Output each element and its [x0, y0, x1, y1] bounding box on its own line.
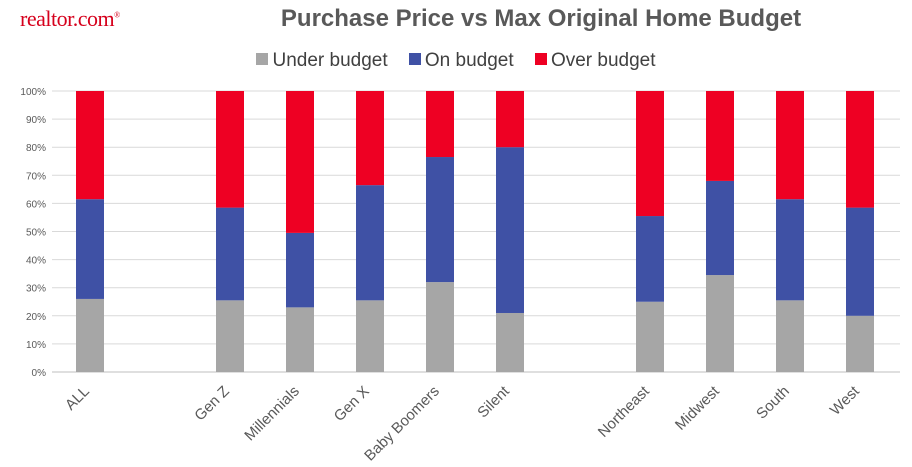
- bar-segment-under-budget: [216, 300, 244, 372]
- bar-segment-on-budget: [846, 207, 874, 316]
- bar-segment-on-budget: [636, 216, 664, 302]
- x-category-label: Gen Z: [191, 383, 232, 424]
- bar-segment-on-budget: [426, 157, 454, 283]
- y-tick-label: 80%: [26, 143, 46, 154]
- legend-swatch-under-budget: [256, 53, 269, 65]
- bar-segment-under-budget: [706, 275, 734, 372]
- bar-segment-over-budget: [636, 91, 664, 217]
- x-category-label: Gen X: [331, 383, 373, 425]
- bar-segment-under-budget: [426, 282, 454, 372]
- bar-segment-on-budget: [776, 199, 804, 301]
- bar-segment-on-budget: [496, 147, 524, 313]
- y-tick-label: 100%: [20, 87, 46, 98]
- bar-segment-on-budget: [286, 232, 314, 308]
- bar-segment-over-budget: [846, 91, 874, 208]
- y-tick-label: 10%: [26, 340, 46, 351]
- bar-segment-over-budget: [426, 91, 454, 158]
- bar-segment-under-budget: [76, 298, 104, 372]
- realtor-logo: realtor.com®: [20, 6, 120, 31]
- y-tick-label: 20%: [26, 312, 46, 323]
- bar-segment-under-budget: [286, 307, 314, 372]
- legend-label-over-budget: Over budget: [550, 50, 656, 71]
- bar-segment-under-budget: [636, 301, 664, 372]
- legend-item-on-budget: On budget: [408, 50, 514, 72]
- legend-item-over-budget: Over budget: [534, 50, 656, 72]
- bar-segment-over-budget: [776, 91, 804, 200]
- bar-segment-over-budget: [76, 91, 104, 200]
- legend-item-under-budget: Under budget: [256, 50, 388, 72]
- y-tick-label: 90%: [26, 115, 46, 126]
- bar-segment-over-budget: [286, 91, 314, 233]
- bar-segment-on-budget: [76, 199, 104, 299]
- chart-title: Purchase Price vs Max Original Home Budg…: [280, 5, 802, 32]
- bar-segment-on-budget: [356, 185, 384, 301]
- x-category-label: South: [753, 383, 793, 423]
- bar-segment-under-budget: [356, 300, 384, 372]
- bar-segment-under-budget: [846, 315, 874, 372]
- bar-segment-over-budget: [496, 91, 524, 148]
- x-category-label: ALL: [62, 383, 93, 414]
- x-category-label: Midwest: [672, 382, 724, 434]
- y-tick-label: 50%: [26, 228, 46, 239]
- bar-segment-over-budget: [216, 91, 244, 208]
- x-category-label: Silent: [474, 382, 513, 421]
- y-tick-label: 30%: [26, 284, 46, 295]
- x-category-label: Baby Boomers: [361, 383, 443, 465]
- bar-segment-on-budget: [216, 207, 244, 301]
- x-category-label: West: [827, 382, 864, 419]
- legend-swatch-over-budget: [534, 53, 547, 65]
- bar-segment-on-budget: [706, 180, 734, 276]
- y-tick-label: 70%: [26, 171, 46, 182]
- bar-segment-over-budget: [356, 91, 384, 186]
- bar-segment-over-budget: [706, 91, 734, 181]
- legend-label-on-budget: On budget: [424, 50, 514, 71]
- legend-label-under-budget: Under budget: [272, 50, 388, 71]
- legend-swatch-on-budget: [408, 53, 421, 65]
- y-tick-label: 60%: [26, 199, 46, 210]
- bar-segment-under-budget: [496, 312, 524, 372]
- y-tick-label: 40%: [26, 256, 46, 267]
- x-category-label: Northeast: [595, 382, 654, 441]
- chart-legend: Under budget On budget Over budget: [0, 50, 912, 72]
- bar-segment-under-budget: [776, 300, 804, 372]
- y-tick-label: 0%: [32, 368, 47, 379]
- x-category-label: Millennials: [241, 383, 303, 445]
